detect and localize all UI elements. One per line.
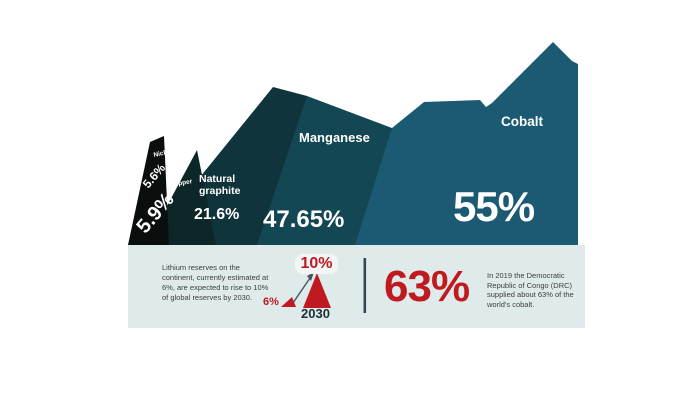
cobalt-mountain [355, 42, 578, 245]
natural-graphite-value: 21.6% [194, 206, 240, 223]
lithium-small-triangle-icon [281, 297, 296, 307]
manganese-label: Manganese [299, 130, 370, 145]
info-panel [128, 245, 585, 328]
growth-arrow-line [292, 277, 311, 304]
lithium-target-value: 10% [300, 255, 333, 272]
lithium-year: 2030 [301, 306, 330, 321]
drc-note: In 2019 the Democratic Republic of Congo… [487, 271, 574, 309]
drc-value: 63% [384, 262, 470, 311]
natural-graphite-label: Natural graphite [199, 173, 241, 197]
cobalt-value: 55% [453, 183, 535, 230]
nickel-mountain [128, 136, 169, 245]
panel-divider [363, 258, 367, 313]
manganese-value: 47.65% [263, 206, 345, 233]
cobalt-label: Cobalt [501, 114, 543, 129]
lithium-from-value: 6% [263, 296, 279, 308]
lithium-big-triangle-icon [303, 273, 331, 308]
lithium-target-pill: 10% [295, 254, 338, 274]
lithium-note: Lithium reserves on the continent, curre… [162, 263, 269, 302]
growth-arrow-head-icon [307, 272, 314, 281]
